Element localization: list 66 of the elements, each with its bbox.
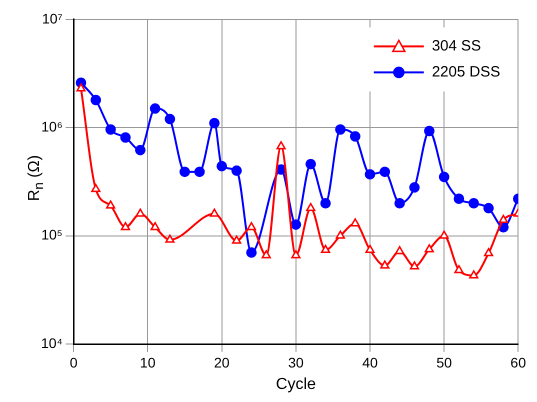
point [179,166,190,178]
x-tick-label: 60 [510,354,526,370]
point [276,141,286,150]
point [246,247,257,258]
y-tick-label: 10⁷ [42,10,63,26]
point [135,144,146,156]
point [136,208,145,217]
point [306,202,316,212]
point [320,244,330,253]
y-tick-label: 10⁶ [41,118,63,134]
point [232,236,242,244]
point [120,222,130,230]
point [90,94,102,106]
legend-label: 304 SS [432,38,482,55]
x-tick-label: 40 [362,354,378,370]
point [262,250,271,258]
point [454,265,464,274]
point [409,182,420,193]
point [469,270,478,278]
point [350,131,360,142]
point [438,172,450,182]
point [424,126,435,136]
point [454,194,464,204]
point [210,208,220,217]
point [209,118,220,128]
x-tick-label: 20 [214,354,230,370]
point [120,132,131,143]
point [150,103,160,114]
point [216,160,228,172]
point [394,198,405,208]
point [164,114,176,124]
point [231,165,242,176]
point [246,222,256,230]
point [150,222,160,230]
point [484,248,494,256]
point [395,246,404,254]
point [410,261,420,270]
x-axis-title: Cycle [276,376,316,393]
point [336,230,346,239]
point [365,244,375,253]
x-tick-label: 0 [70,354,78,370]
y-tick-label: 10⁵ [41,226,63,243]
point [335,124,346,135]
point [91,184,100,192]
point [439,230,449,239]
point [105,124,116,135]
point [194,166,205,178]
legend-label: 2205 DSS [432,64,500,81]
point [380,260,390,269]
point [380,166,390,178]
point [290,219,302,230]
point [106,200,116,209]
y-tick-label: 10⁴ [40,334,63,351]
point [320,198,331,208]
point [305,158,316,170]
point [165,234,175,243]
point [468,198,479,208]
point [350,218,360,226]
point [483,202,494,214]
point [498,214,508,223]
point [424,244,434,252]
x-tick-label: 50 [436,354,452,370]
x-tick-label: 30 [288,354,304,370]
point [364,169,376,180]
x-tick-label: 10 [140,354,156,370]
point [291,250,301,258]
